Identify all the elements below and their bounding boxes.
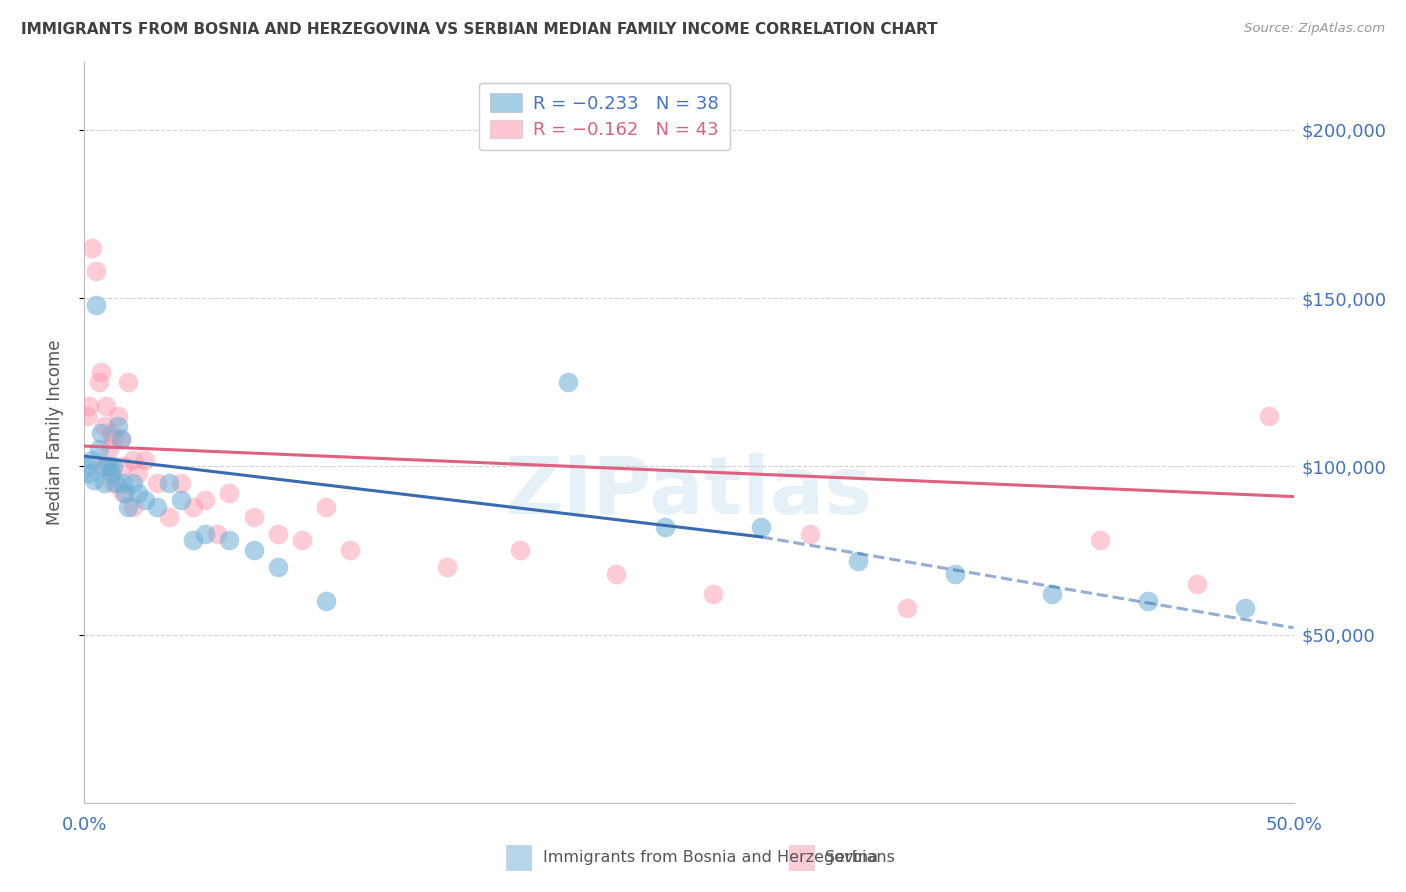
Point [76, 409, 98, 423]
Point [315, 500, 337, 514]
Text: IMMIGRANTS FROM BOSNIA AND HERZEGOVINA VS SERBIAN MEDIAN FAMILY INCOME CORRELATI: IMMIGRANTS FROM BOSNIA AND HERZEGOVINA V… [21, 22, 938, 37]
Point [83, 473, 105, 487]
Point [100, 466, 122, 480]
Text: ZIPatlas: ZIPatlas [505, 453, 873, 531]
Point [267, 526, 290, 541]
Point [117, 500, 139, 514]
Point [93, 459, 115, 474]
Point [605, 566, 627, 581]
Point [127, 466, 149, 480]
Point [121, 500, 143, 514]
Point [799, 526, 821, 541]
Point [110, 433, 132, 447]
Point [134, 492, 156, 507]
Legend: R = −0.233   N = 38, R = −0.162   N = 43: R = −0.233 N = 38, R = −0.162 N = 43 [479, 83, 730, 150]
Point [107, 418, 129, 433]
Point [1258, 409, 1281, 423]
Point [157, 509, 180, 524]
Point [509, 543, 531, 558]
Point [654, 520, 676, 534]
Point [114, 486, 136, 500]
Point [103, 476, 125, 491]
Point [943, 566, 966, 581]
Point [702, 587, 724, 601]
Point [181, 533, 204, 548]
Point [194, 492, 217, 507]
Point [1137, 594, 1160, 608]
Point [751, 520, 773, 534]
Point [846, 553, 869, 567]
Point [86, 264, 108, 278]
Point [97, 459, 120, 474]
Point [242, 509, 264, 524]
Point [436, 560, 458, 574]
Point [121, 452, 143, 467]
Point [80, 452, 103, 467]
Point [100, 425, 122, 440]
Point [218, 533, 240, 548]
Point [121, 476, 143, 491]
Point [97, 442, 120, 457]
Point [112, 476, 135, 491]
Text: Immigrants from Bosnia and Herzegovina: Immigrants from Bosnia and Herzegovina [543, 850, 877, 864]
Point [112, 459, 135, 474]
Point [218, 486, 240, 500]
Point [181, 500, 204, 514]
Text: Source: ZipAtlas.com: Source: ZipAtlas.com [1244, 22, 1385, 36]
Point [157, 476, 180, 491]
Point [1088, 533, 1111, 548]
Point [90, 365, 112, 379]
Point [112, 486, 135, 500]
Point [87, 375, 110, 389]
Point [107, 409, 129, 423]
Y-axis label: Median Family Income: Median Family Income [45, 340, 63, 525]
Text: Serbians: Serbians [825, 850, 896, 864]
Point [94, 459, 117, 474]
Point [170, 476, 193, 491]
Point [93, 418, 115, 433]
Point [134, 452, 156, 467]
Point [117, 375, 139, 389]
Point [315, 594, 337, 608]
Point [110, 433, 132, 447]
Point [170, 492, 193, 507]
Point [80, 240, 103, 255]
Point [267, 560, 290, 574]
Point [104, 476, 127, 491]
Point [76, 459, 98, 474]
Point [93, 476, 115, 491]
Point [90, 425, 112, 440]
Point [291, 533, 314, 548]
Point [77, 399, 100, 413]
Point [339, 543, 361, 558]
Point [86, 298, 108, 312]
Point [103, 459, 125, 474]
Point [1234, 600, 1257, 615]
Point [103, 433, 125, 447]
Point [896, 600, 918, 615]
Point [77, 466, 100, 480]
Point [242, 543, 264, 558]
Point [94, 399, 117, 413]
Point [87, 442, 110, 457]
Point [146, 500, 169, 514]
Point [1185, 577, 1208, 591]
Point [127, 486, 149, 500]
Point [194, 526, 217, 541]
Point [1040, 587, 1063, 601]
Point [557, 375, 579, 389]
Point [207, 526, 229, 541]
Point [146, 476, 169, 491]
